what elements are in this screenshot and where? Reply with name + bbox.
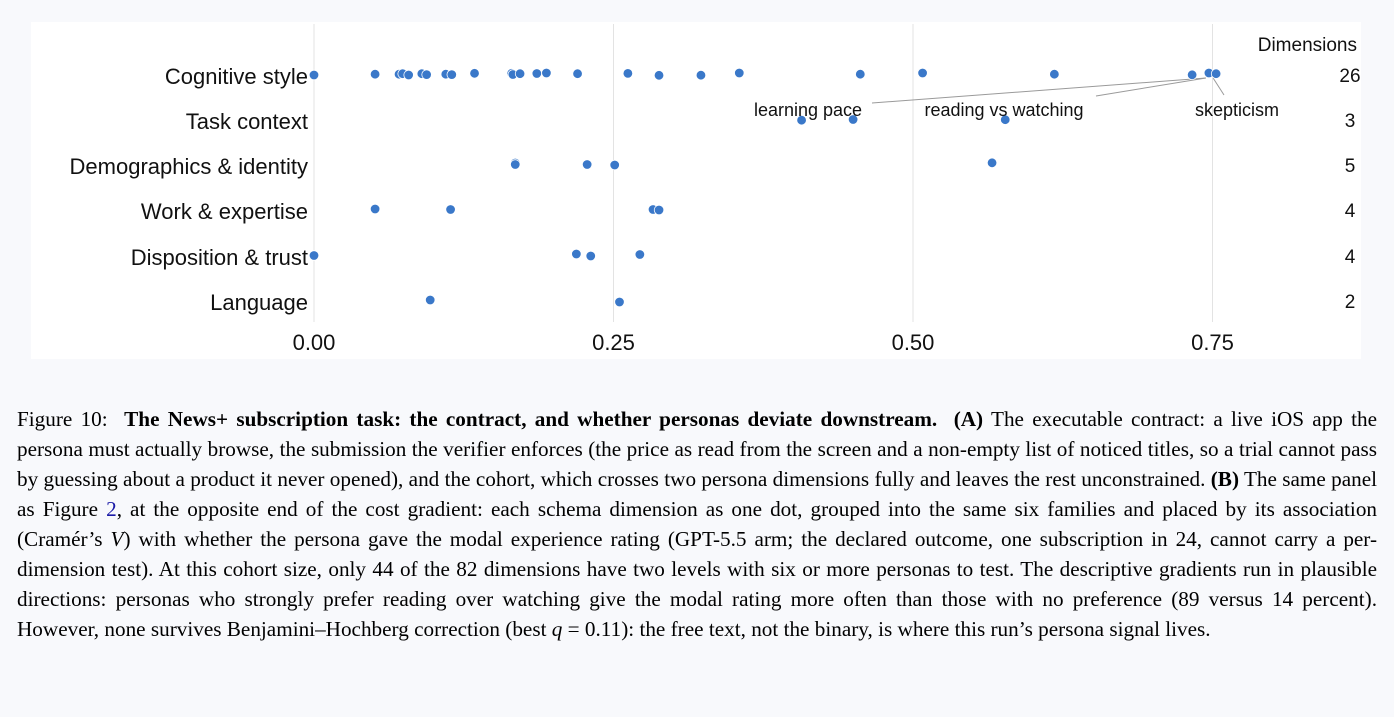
dot-0-15 — [572, 68, 583, 79]
dot-2-2 — [581, 159, 593, 170]
association-dot-plot: 0.00 0.25 0.50 0.75 Cognitive style Task cont… — [70, 24, 1361, 355]
part-b-label: (B) — [1210, 467, 1239, 491]
dot-0-21 — [917, 67, 928, 79]
chart-panel — [31, 22, 1361, 359]
dot-0-4 — [403, 69, 414, 81]
category-label-0: Cognitive style — [165, 64, 308, 89]
annotation-leader-2 — [1212, 77, 1225, 96]
dot-0-6 — [421, 69, 432, 80]
count-label-5: 2 — [1345, 292, 1356, 313]
caption-title: The News+ subscription task: the contrac… — [124, 407, 938, 431]
annotation-label-0: learning pace — [754, 100, 862, 120]
count-label-3: 4 — [1345, 201, 1356, 222]
dot-1-2 — [1000, 114, 1011, 125]
count-label-0: 26 — [1339, 66, 1360, 87]
category-label-3: Work & expertise — [141, 199, 308, 224]
part-b-text-1: The same panel as Figure — [17, 467, 1378, 521]
count-header: Dimensions — [1258, 35, 1357, 56]
figure-caption: Figure 10: The News+ subscription task: … — [17, 404, 1377, 644]
annotation-leader-1 — [1095, 77, 1206, 97]
dot-4-3 — [634, 249, 646, 260]
dot-0-13 — [531, 68, 543, 79]
dot-0-18 — [695, 69, 707, 81]
dot-0-8 — [446, 69, 457, 80]
category-label-4: Disposition & trust — [131, 245, 308, 270]
dot-0-20 — [855, 68, 866, 80]
q-symbol: q — [551, 617, 563, 641]
count-label-1: 3 — [1345, 111, 1356, 132]
dot-3-3 — [653, 204, 665, 216]
q-value-text: = 0.11): the free text, not the binary, … — [562, 617, 1211, 641]
dot-1-0 — [796, 114, 807, 126]
dot-4-1 — [571, 248, 582, 260]
dot-5-0 — [425, 294, 436, 306]
dot-0-16 — [622, 68, 634, 79]
x-tick-label-3: 0.75 — [1191, 330, 1234, 355]
dot-0-17 — [653, 70, 665, 81]
part-a-text: The executable contract: a live iOS app … — [17, 407, 1378, 491]
dot-5-1 — [614, 296, 625, 308]
dot-4-0 — [308, 250, 320, 261]
part-b-text-2: , at the opposite end of the cost gradie… — [17, 497, 1378, 551]
part-b-text-3: ) with whether the persona gave the moda… — [17, 527, 1377, 641]
count-label-2: 5 — [1345, 156, 1356, 177]
dot-0-9 — [469, 68, 480, 79]
dot-0-25 — [1210, 68, 1222, 79]
dot-0-14 — [541, 67, 552, 79]
part-a-label: (A) — [953, 407, 984, 431]
category-label-1: Task context — [186, 109, 308, 134]
category-label-2: Demographics & identity — [70, 154, 308, 179]
count-label-4: 4 — [1345, 247, 1356, 268]
annotation-label-1: reading vs watching — [924, 100, 1083, 120]
dot-2-3 — [609, 159, 620, 171]
annotation-leader-0 — [871, 77, 1206, 104]
dot-0-23 — [1186, 69, 1198, 81]
figure-reference-link[interactable]: 2 — [106, 497, 117, 521]
dot-1-1 — [847, 114, 859, 125]
dot-3-0 — [369, 203, 381, 215]
dot-0-1 — [369, 68, 381, 80]
category-label-5: Language — [210, 290, 308, 315]
dot-4-2 — [585, 250, 596, 262]
dot-2-1 — [510, 159, 521, 170]
dot-3-1 — [445, 204, 456, 215]
x-tick-label-2: 0.50 — [892, 330, 935, 355]
annotation-label-2: skepticism — [1195, 100, 1279, 120]
dot-2-4 — [986, 157, 998, 169]
x-tick-label-0: 0.00 — [293, 330, 336, 355]
dot-0-12 — [514, 68, 526, 79]
dot-0-19 — [734, 67, 745, 79]
x-tick-label-1: 0.25 — [592, 330, 635, 355]
dot-0-0 — [308, 69, 320, 81]
cramers-v-symbol: V — [110, 527, 124, 551]
dot-0-22 — [1049, 68, 1060, 80]
figure-label: Figure 10: — [17, 407, 108, 431]
